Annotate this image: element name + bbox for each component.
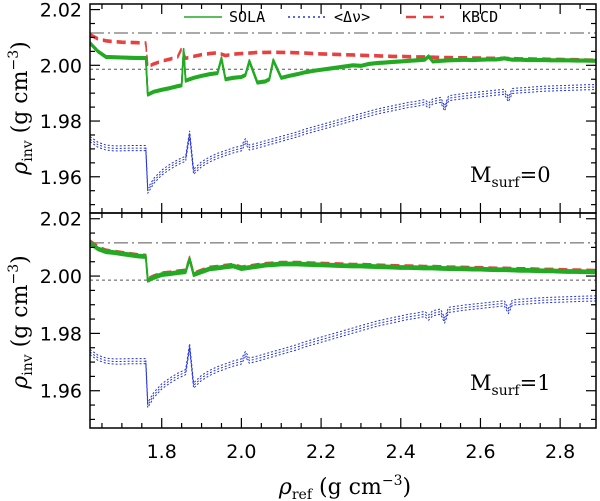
x-tick-label: 2.2	[306, 441, 336, 463]
series-line-sola	[89, 43, 597, 97]
y-axis-close: )	[8, 255, 33, 264]
series-line-delta-nu	[89, 295, 597, 403]
y-axis-subscript: inv	[20, 354, 36, 375]
series-line-delta-nu	[89, 86, 597, 192]
series-group	[89, 239, 597, 409]
annotation-symbol: M	[470, 371, 492, 395]
series-line-sola	[89, 240, 597, 280]
series-line-kbcd	[89, 35, 597, 69]
series-line-delta-nu	[89, 297, 597, 406]
annotation-value: =1	[520, 371, 551, 395]
series-line-sola	[89, 242, 597, 282]
tick-marks	[90, 213, 596, 428]
reference-lines	[90, 32, 596, 70]
x-axis-units: (g cm	[319, 475, 382, 500]
series-line-sola	[89, 42, 597, 96]
x-axis-symbol: ρ	[278, 475, 292, 500]
y-tick-label: 1.96	[40, 167, 82, 189]
annotation-subscript: surf	[492, 175, 522, 191]
panel-annotation-msurf-0: Msurf=0	[470, 163, 551, 191]
y-tick-labels: 1.96 1.98 2.00 2.02	[40, 209, 82, 403]
y-tick-label: 1.96	[40, 381, 82, 403]
series-line-sola	[89, 241, 597, 281]
y-tick-label: 2.00	[40, 55, 82, 77]
x-axis-exponent: −3	[382, 473, 403, 489]
x-tick-labels: 1.8 2.0 2.2 2.4 2.6 2.8	[147, 441, 576, 463]
panel-msurf-1: 1.96 1.98 2.00 2.02 Msurf=1	[40, 209, 597, 429]
y-axis-symbol: ρ	[8, 162, 33, 176]
reference-lines	[90, 242, 596, 281]
y-tick-label: 2.02	[40, 209, 82, 231]
series-line-sola	[89, 41, 597, 95]
x-axis-title: ρref (g cm−3)	[278, 473, 411, 501]
series-group	[89, 32, 597, 194]
tick-marks	[90, 4, 596, 213]
y-axis-title-top: ρinv (g cm−3)	[6, 41, 36, 175]
y-axis-title-bottom: ρinv (g cm−3)	[6, 255, 36, 389]
y-tick-label: 2.02	[40, 0, 82, 22]
y-tick-label: 1.98	[40, 323, 82, 345]
y-tick-labels: 1.96 1.98 2.00 2.02	[40, 0, 82, 189]
y-axis-close: )	[8, 41, 33, 50]
series-line-sola	[89, 42, 597, 95]
series-line-delta-nu	[89, 84, 597, 189]
x-tick-label: 2.0	[226, 441, 256, 463]
legend-label-kbcd: KBCD	[462, 8, 498, 26]
series-line-sola	[89, 244, 597, 283]
y-axis-subscript: inv	[20, 140, 36, 161]
y-axis-exponent: −3	[6, 50, 22, 71]
legend-label-sola: SOLA	[229, 8, 265, 26]
x-axis-subscript: ref	[292, 487, 314, 501]
y-tick-label: 1.98	[40, 111, 82, 133]
legend: SOLA <Δν> KBCD	[184, 8, 498, 26]
panel-msurf-0: 1.96 1.98 2.00 2.02 SOLA <Δν> KBCD Msurf=0	[40, 0, 597, 214]
plot-frame	[89, 212, 597, 429]
x-axis-close: )	[403, 475, 412, 500]
series-line-delta-nu	[89, 89, 597, 194]
annotation-subscript: surf	[492, 383, 522, 399]
y-axis-symbol: ρ	[8, 376, 33, 390]
x-tick-label: 2.6	[465, 441, 495, 463]
x-tick-label: 2.4	[386, 441, 416, 463]
y-tick-label: 2.00	[40, 266, 82, 288]
y-axis-units: (g cm	[8, 70, 33, 133]
x-tick-label: 1.8	[147, 441, 177, 463]
series-line-kbcd	[89, 239, 597, 279]
legend-label-delta-nu: <Δν>	[334, 8, 370, 26]
annotation-value: =0	[520, 163, 551, 187]
panel-annotation-msurf-1: Msurf=1	[470, 371, 551, 399]
y-axis-units: (g cm	[8, 284, 33, 347]
annotation-symbol: M	[470, 163, 492, 187]
series-line-delta-nu	[89, 300, 597, 409]
y-axis-exponent: −3	[6, 264, 22, 285]
x-tick-label: 2.8	[545, 441, 575, 463]
